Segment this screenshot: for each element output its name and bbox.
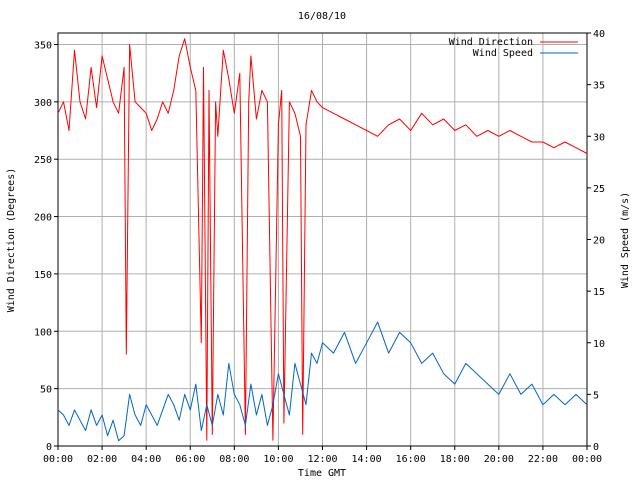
- series-line-wind-speed: [57, 321, 588, 442]
- y-right-tick-label: 30: [593, 132, 605, 143]
- x-tick-label: 00:00: [572, 454, 602, 465]
- y-axis-left-label: Wind Direction (Degrees): [6, 168, 17, 313]
- y-axis-right-label: Wind Speed (m/s): [620, 192, 631, 288]
- y-right-tick-label: 25: [593, 184, 605, 195]
- legend: Wind Direction Wind Speed: [449, 37, 578, 59]
- legend-label-wind-speed: Wind Speed: [473, 48, 533, 59]
- x-tick-label: 00:00: [43, 454, 73, 465]
- y-axis-left-ticks: 0 50 100 150 200 250 300 350: [34, 40, 58, 453]
- y-right-tick-label: 0: [593, 442, 599, 453]
- x-tick-label: 06:00: [175, 454, 205, 465]
- y-right-tick-label: 20: [593, 236, 605, 247]
- y-axis-right-ticks: 0 5 10 15 20 25 30 35 40: [587, 29, 605, 453]
- chart-title: 16/08/10: [298, 11, 346, 22]
- series-layer: [57, 38, 588, 442]
- x-tick-label: 20:00: [484, 454, 514, 465]
- grid: [58, 33, 587, 446]
- y-left-tick-label: 150: [34, 270, 52, 281]
- x-axis-ticks: 00:00 02:00 04:00 06:00 08:00 10:00 12:00 14:00…: [43, 446, 602, 465]
- y-left-tick-label: 0: [46, 442, 52, 453]
- y-right-tick-label: 15: [593, 287, 605, 298]
- y-left-tick-label: 200: [34, 213, 52, 224]
- legend-label-wind-direction: Wind Direction: [449, 37, 533, 48]
- y-left-tick-label: 350: [34, 40, 52, 51]
- y-right-tick-label: 40: [593, 29, 605, 40]
- x-tick-label: 10:00: [263, 454, 293, 465]
- y-right-tick-label: 5: [593, 390, 599, 401]
- y-left-tick-label: 300: [34, 98, 52, 109]
- y-left-tick-label: 50: [40, 385, 52, 396]
- x-tick-label: 02:00: [87, 454, 117, 465]
- y-right-tick-label: 35: [593, 81, 605, 92]
- y-left-tick-label: 100: [34, 327, 52, 338]
- y-right-tick-label: 10: [593, 339, 605, 350]
- series-line-wind-direction: [57, 38, 588, 441]
- x-tick-label: 08:00: [219, 454, 249, 465]
- x-tick-label: 22:00: [528, 454, 558, 465]
- x-tick-label: 14:00: [352, 454, 382, 465]
- x-tick-label: 04:00: [131, 454, 161, 465]
- x-tick-label: 18:00: [440, 454, 470, 465]
- x-axis-label: Time GMT: [298, 468, 346, 479]
- x-tick-label: 12:00: [307, 454, 337, 465]
- y-left-tick-label: 250: [34, 155, 52, 166]
- x-tick-label: 16:00: [396, 454, 426, 465]
